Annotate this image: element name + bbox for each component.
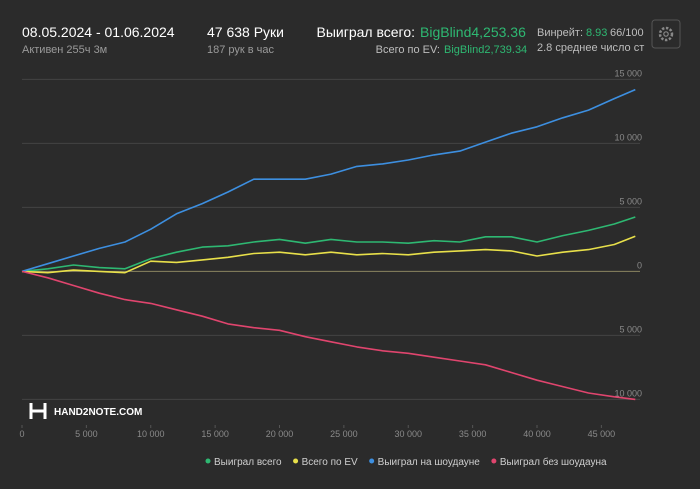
- ev-value: BigBlind2,739.34: [444, 44, 527, 56]
- gear-hub[interactable]: [663, 31, 669, 37]
- legend-marker: [293, 458, 299, 464]
- series-line: [21, 88, 636, 273]
- winrate-value: 8.93: [586, 27, 607, 39]
- logo-icon: [29, 403, 47, 419]
- x-tick-label: 40 000: [523, 429, 551, 439]
- winrate-unit: 66/100: [610, 27, 644, 39]
- legend-label: Всего по EV: [302, 457, 358, 468]
- plot: 10 000 5 000 0 5 000 10 000 15 000 0 5 000 10 00…: [19, 68, 642, 468]
- settings-button[interactable]: [651, 19, 681, 49]
- legend-label: Выиграл на шоудауне: [378, 457, 481, 468]
- x-tick-label: 15 000: [201, 429, 229, 439]
- x-tick-label: 10 000: [137, 429, 165, 439]
- x-tick-label: 35 000: [459, 429, 487, 439]
- ev-label: Всего по EV:: [376, 44, 440, 56]
- y-tick-label: 5 000: [619, 196, 642, 206]
- winrate-label: Винрейт:: [537, 27, 583, 39]
- hands: 47 638 Руки: [207, 24, 284, 40]
- x-tick-label: 25 000: [330, 429, 358, 439]
- logo: HAND2NOTE.COM: [29, 403, 142, 419]
- won-label: Выиграл всего:: [317, 24, 416, 40]
- series-line: [21, 270, 636, 401]
- gear[interactable]: [658, 26, 674, 42]
- series-line: [21, 216, 636, 273]
- stacks: 2.8 среднее число ст: [537, 42, 644, 54]
- hands-per-hour: 187 рук в час: [207, 44, 275, 56]
- legend-marker: [491, 458, 497, 464]
- legend-marker: [205, 458, 211, 464]
- series-line: [21, 235, 636, 274]
- legend-label: Выиграл всего: [214, 457, 282, 468]
- y-tick-label: 15 000: [614, 68, 642, 78]
- x-tick-label: 45 000: [588, 429, 616, 439]
- y-tick-label: 5 000: [619, 324, 642, 334]
- period: 08.05.2024 - 01.06.2024: [22, 24, 175, 40]
- settings-box[interactable]: [651, 19, 681, 49]
- active-time: Активен 255ч 3м: [22, 44, 107, 56]
- y-tick-label: 0: [637, 260, 642, 270]
- legend-marker: [369, 458, 375, 464]
- legend-label: Выиграл без шоудауна: [500, 456, 607, 468]
- x-tick-label: 30 000: [394, 429, 422, 439]
- x-tick-label: 20 000: [266, 429, 294, 439]
- y-tick-label: 10 000: [614, 388, 642, 398]
- x-tick-label: 5 000: [75, 429, 98, 439]
- y-tick-label: 10 000: [614, 132, 642, 142]
- logo-text: HAND2NOTE.COM: [54, 407, 142, 418]
- x-tick-label: 0: [19, 429, 24, 439]
- won-value: BigBlind4,253.36: [420, 24, 526, 40]
